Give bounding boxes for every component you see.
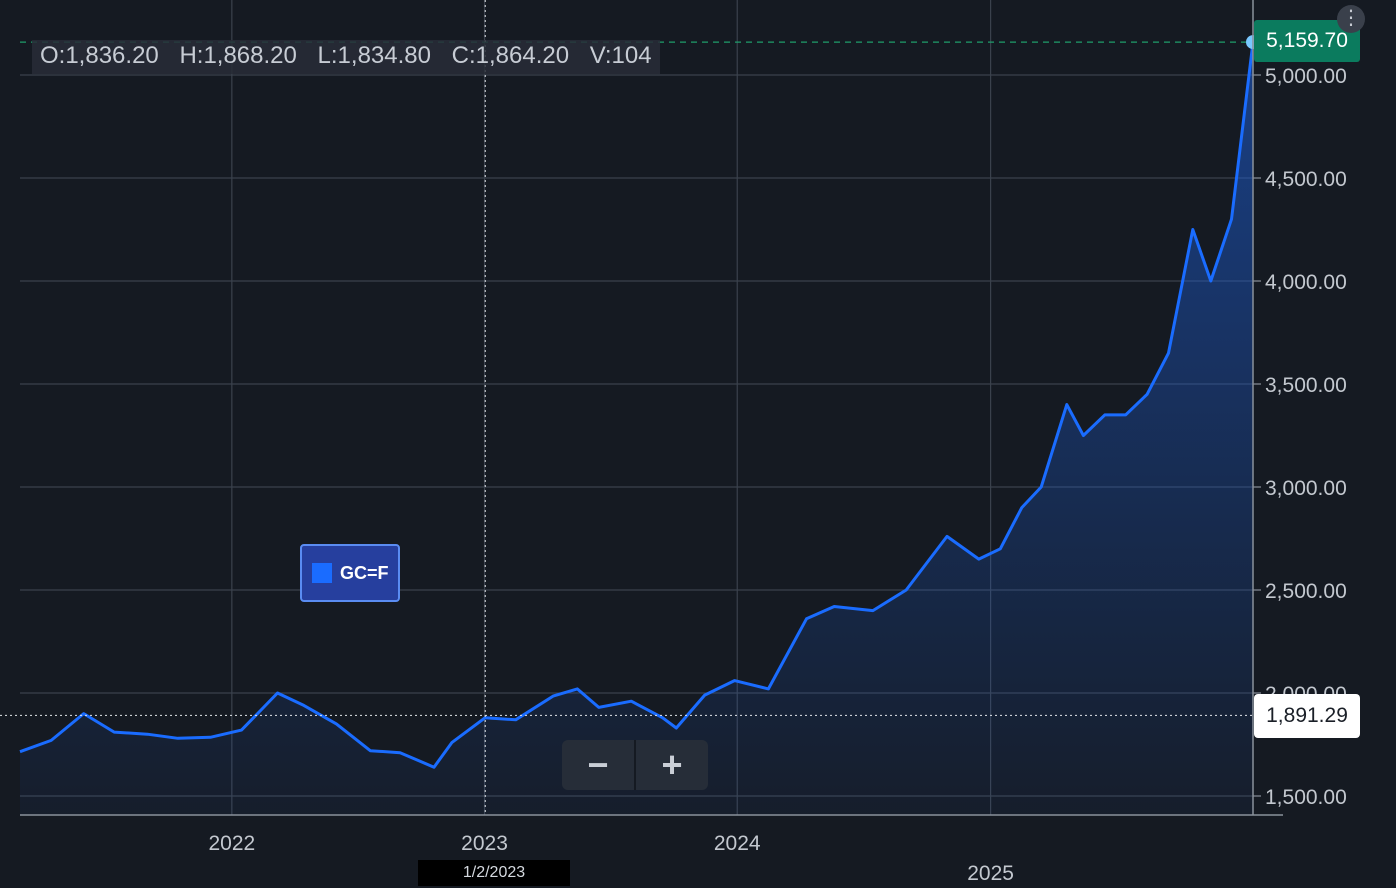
y-tick-label: 4,000.00 xyxy=(1265,271,1347,294)
more-options-icon[interactable]: ⋮ xyxy=(1337,5,1365,33)
y-tick-label: 3,000.00 xyxy=(1265,477,1347,500)
grid-layer xyxy=(20,0,1253,815)
x-tick-label: 2022 xyxy=(208,832,255,855)
volume-value: V:104 xyxy=(589,42,652,69)
x-tick-label: 2024 xyxy=(714,832,761,855)
y-tick-label: 2,500.00 xyxy=(1265,580,1347,603)
x-tick-label: 2023 xyxy=(461,832,508,855)
close-value: C:1,864.20 xyxy=(451,42,570,69)
series-legend[interactable]: GC=F xyxy=(300,544,400,602)
low-value: L:1,834.80 xyxy=(317,42,431,69)
y-tick-label: 1,500.00 xyxy=(1265,786,1347,809)
series-line xyxy=(19,41,1255,769)
y-tick-label: 3,500.00 xyxy=(1265,374,1347,397)
x-tick-label: 2025 xyxy=(967,862,1014,885)
crosshair-date-badge: 1/2/2023 xyxy=(418,860,570,886)
area-layer xyxy=(20,42,1253,816)
y-tick-label: 5,000.00 xyxy=(1265,65,1347,88)
line-layer xyxy=(19,41,1255,769)
last-price-badge: 5,159.70 xyxy=(1254,20,1360,62)
legend-swatch xyxy=(312,563,332,583)
ohlc-readout: O:1,836.20 H:1,868.20 L:1,834.80 C:1,864… xyxy=(32,40,660,74)
series-area xyxy=(20,42,1253,816)
axis-layer: 1,500.002,000.002,500.003,000.003,500.00… xyxy=(20,0,1347,885)
zoom-controls: − + xyxy=(562,740,708,790)
crosshair-price-badge: 1,891.29 xyxy=(1254,694,1360,738)
open-value: O:1,836.20 xyxy=(40,42,159,69)
y-tick-label: 4,500.00 xyxy=(1265,168,1347,191)
zoom-in-button[interactable]: + xyxy=(634,740,708,790)
high-value: H:1,868.20 xyxy=(179,42,297,69)
legend-label: GC=F xyxy=(340,562,389,583)
zoom-out-button[interactable]: − xyxy=(587,744,609,785)
